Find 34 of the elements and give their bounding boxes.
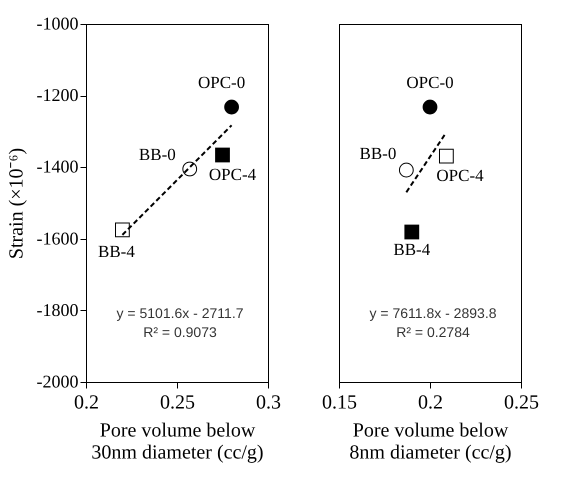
x-axis-title: Pore volume below 8nm diameter (cc/g) xyxy=(349,420,512,464)
series-label: OPC-0 xyxy=(198,73,246,92)
y-axis-title: Strain (×10⁻⁶) xyxy=(6,148,28,260)
point xyxy=(422,100,438,114)
point xyxy=(224,100,239,114)
series-label: OPC-0 xyxy=(406,73,454,92)
series-label: BB-0 xyxy=(138,144,176,164)
point xyxy=(438,148,454,164)
x-tick-label: 0.15 xyxy=(322,392,357,414)
x-tick-label: 0.2 xyxy=(74,392,99,414)
series-label: OPC-4 xyxy=(436,166,484,186)
annotation: R² = 0.9073 xyxy=(143,324,217,340)
x-axis-title: Pore volume below 30nm diameter (cc/g) xyxy=(91,420,264,464)
annotation: y = 5101.6x - 2711.7 xyxy=(116,304,244,321)
point xyxy=(404,224,420,240)
y-tick-label: -1800 xyxy=(36,300,78,320)
y-tick-label: -2000 xyxy=(36,372,78,392)
y-tick-label: -1600 xyxy=(36,228,78,248)
x-tick-label: 0.25 xyxy=(504,392,539,414)
x-tick-label: 0.2 xyxy=(418,392,443,414)
x-tick-label: 0.25 xyxy=(160,392,195,414)
series-label: BB-0 xyxy=(359,144,396,164)
point xyxy=(215,148,230,162)
y-tick-label: -1400 xyxy=(36,156,78,177)
y-tick-label: -1000 xyxy=(36,14,78,34)
y-tick-label: -1200 xyxy=(36,85,78,106)
annotation: y = 7611.8x - 2893.8 xyxy=(370,304,497,321)
point xyxy=(115,222,130,238)
series-label: OPC-4 xyxy=(208,165,257,184)
annotation: R² = 0.2784 xyxy=(396,324,470,340)
series-label: BB-4 xyxy=(393,240,431,259)
x-tick-label: 0.3 xyxy=(256,392,281,414)
series-label: BB-4 xyxy=(98,242,136,261)
point xyxy=(398,162,414,178)
